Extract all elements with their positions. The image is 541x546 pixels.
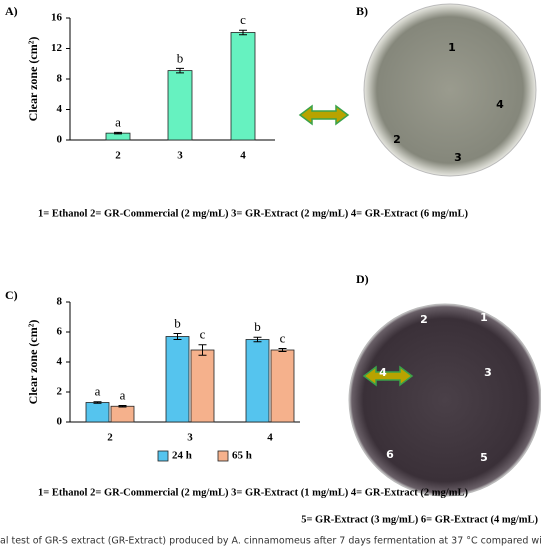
y-tick-label: 16 — [51, 12, 63, 24]
legend-text: 1= Ethanol 2= GR-Commercial (2 mg/mL) 3=… — [38, 208, 468, 219]
x-tick-label: 4 — [267, 432, 273, 444]
legend-text: 1= Ethanol 2= GR-Commercial (2 mg/mL) 3=… — [38, 487, 468, 498]
x-tick-label: 3 — [187, 432, 193, 444]
plate-label: 5 — [480, 451, 488, 464]
significance-letter: b — [254, 319, 261, 334]
x-tick-label: 2 — [115, 150, 121, 162]
plate-label: 2 — [393, 133, 401, 146]
y-tick-label: 6 — [57, 326, 63, 338]
caption: al test of GR-S extract (GR-Extract) pro… — [0, 536, 541, 546]
error-bar — [173, 333, 182, 340]
y-axis-label: Clear zone (cm²) — [26, 37, 40, 122]
y-tick-label: 8 — [57, 73, 63, 85]
plate-label: 6 — [386, 448, 394, 461]
error-bar — [176, 67, 184, 74]
y-axis-label: Clear zone (cm²) — [26, 320, 40, 405]
significance-letter: a — [120, 387, 126, 402]
plate-label: 4 — [496, 98, 504, 111]
bar — [110, 405, 135, 423]
y-tick-label: 12 — [51, 42, 63, 54]
y-tick-label: 4 — [57, 103, 63, 115]
legend-label: 24 h — [172, 450, 192, 462]
y-tick-label: 0 — [57, 134, 63, 146]
y-tick-label: 2 — [57, 386, 63, 398]
panel-label: B) — [356, 4, 368, 18]
plate-photo — [363, 3, 537, 177]
bar — [245, 339, 270, 423]
x-tick-label: 2 — [107, 432, 113, 444]
y-tick-label: 0 — [57, 416, 63, 428]
legend-text: 5= GR-Extract (3 mg/mL) 6= GR-Extract (4… — [301, 514, 538, 525]
significance-letter: b — [174, 315, 181, 330]
error-bar — [239, 29, 247, 36]
y-tick-label: 8 — [57, 296, 63, 308]
significance-letter: a — [95, 384, 101, 399]
error-bar — [118, 405, 127, 408]
error-bar — [93, 401, 102, 404]
bar — [270, 349, 295, 423]
double-arrow — [298, 104, 414, 387]
legend-label: 65 h — [232, 450, 252, 462]
y-tick-label: 4 — [57, 356, 63, 368]
plate-label: 1 — [448, 41, 456, 54]
panel-label: C) — [5, 288, 18, 302]
bar — [167, 70, 193, 141]
significance-letter: c — [240, 12, 246, 27]
error-bar — [253, 336, 262, 343]
plate-photo — [348, 303, 541, 497]
error-bar — [114, 131, 122, 135]
significance-letter: a — [115, 114, 121, 129]
bar — [230, 32, 256, 141]
error-bar — [278, 348, 287, 352]
plate-label: 3 — [454, 151, 462, 164]
significance-letter: c — [280, 330, 286, 345]
plate-label: 4 — [379, 366, 387, 379]
legend-swatch — [217, 450, 229, 462]
significance-letter: c — [200, 327, 206, 342]
bar — [190, 349, 215, 423]
panel-label: D) — [356, 272, 369, 286]
bar — [85, 402, 110, 423]
x-tick-label: 3 — [177, 150, 183, 162]
legend-swatch — [157, 450, 169, 462]
plate-label: 3 — [484, 366, 492, 379]
plate-label: 2 — [420, 313, 428, 326]
x-tick-label: 4 — [240, 150, 246, 162]
panel-label: A) — [5, 4, 18, 18]
plate-label: 1 — [480, 311, 488, 324]
error-bar — [198, 344, 207, 356]
significance-letter: b — [177, 50, 184, 65]
bar — [165, 336, 190, 423]
